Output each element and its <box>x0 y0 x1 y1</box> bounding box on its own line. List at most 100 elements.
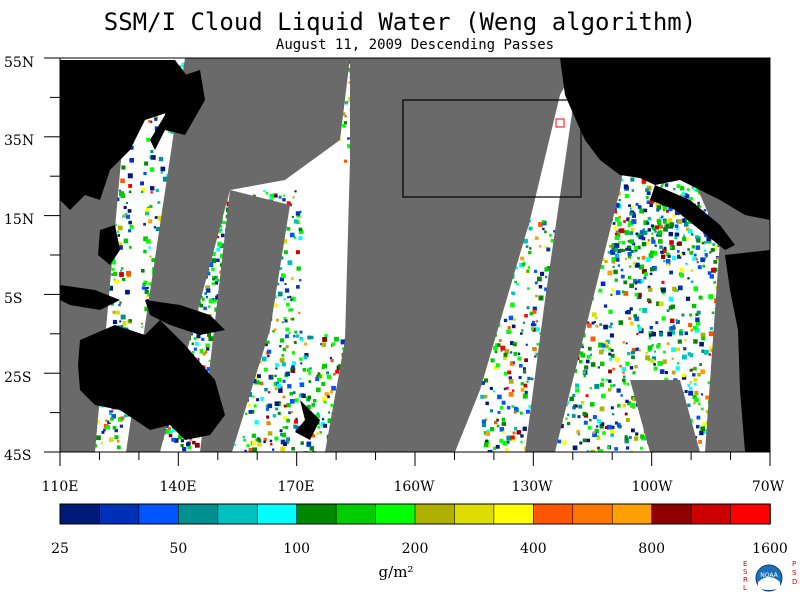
cloud-pixel <box>637 205 642 209</box>
cloud-pixel <box>118 225 123 231</box>
cloud-pixel <box>296 266 301 271</box>
cloud-pixel <box>304 342 308 346</box>
cloud-pixel <box>506 435 512 441</box>
cloud-pixel <box>143 236 148 242</box>
cloud-pixel <box>281 321 284 324</box>
cloud-pixel <box>590 402 595 407</box>
cloud-pixel <box>522 321 526 324</box>
cloud-pixel <box>322 337 328 342</box>
cloud-pixel <box>622 378 626 383</box>
cloud-pixel <box>511 389 515 392</box>
cloud-pixel <box>308 380 312 383</box>
cloud-pixel <box>592 431 596 434</box>
cloud-pixel <box>321 342 326 347</box>
cloud-pixel <box>645 351 648 355</box>
cloud-pixel <box>608 325 612 329</box>
cloud-pixel <box>279 267 283 270</box>
colorbar-frame <box>59 503 771 525</box>
cloud-pixel <box>526 306 530 310</box>
cloud-pixel <box>708 294 714 299</box>
cloud-pixel <box>691 186 694 189</box>
cloud-pixel <box>150 186 155 191</box>
cloud-pixel <box>593 320 596 324</box>
cloud-pixel <box>208 305 211 308</box>
cloud-pixel <box>257 442 262 447</box>
cloud-pixel <box>610 244 613 247</box>
cloud-pixel <box>553 230 556 233</box>
cloud-pixel <box>544 275 548 279</box>
cloud-pixel <box>538 245 542 248</box>
cloud-pixel <box>692 395 697 400</box>
cloud-pixel <box>600 422 605 426</box>
cloud-pixel <box>182 447 187 452</box>
cloud-pixel <box>530 323 535 327</box>
cloud-pixel <box>216 258 220 263</box>
cloud-pixel <box>597 446 600 450</box>
cloud-pixel <box>676 227 679 231</box>
colorbar-label: 50 <box>169 541 188 557</box>
cloud-pixel <box>585 359 590 364</box>
cloud-pixel <box>676 347 680 352</box>
cloud-pixel <box>324 392 329 397</box>
cloud-pixel <box>617 264 621 267</box>
cloud-pixel <box>495 343 499 347</box>
cloud-pixel <box>628 436 632 439</box>
cloud-pixel <box>638 295 642 299</box>
cloud-pixel <box>320 343 323 346</box>
cloud-pixel <box>127 209 132 213</box>
cloud-pixel <box>108 285 113 291</box>
cloud-pixel <box>214 281 219 285</box>
cloud-pixel <box>312 399 317 403</box>
cloud-pixel <box>616 388 621 393</box>
cloud-pixel <box>146 239 151 244</box>
cloud-pixel <box>626 217 630 221</box>
cloud-pixel <box>151 258 156 262</box>
cloud-pixel <box>705 395 710 400</box>
cloud-pixel <box>643 220 649 225</box>
cloud-pixel <box>609 244 612 248</box>
cloud-pixel <box>207 332 212 337</box>
cloud-pixel <box>160 166 166 172</box>
cloud-pixel <box>681 375 687 380</box>
cloud-pixel <box>301 393 306 398</box>
cloud-pixel <box>669 222 675 228</box>
cloud-pixel <box>317 374 322 379</box>
cloud-pixel <box>689 251 693 255</box>
cloud-pixel <box>148 246 151 249</box>
colorbar-label: 1600 <box>752 541 788 557</box>
cloud-pixel <box>517 356 522 361</box>
cloud-pixel <box>538 295 544 301</box>
cloud-pixel <box>291 296 296 302</box>
cloud-pixel <box>493 365 499 370</box>
cloud-pixel <box>485 431 491 436</box>
cloud-pixel <box>658 332 664 337</box>
cloud-pixel <box>532 327 537 332</box>
cloud-pixel <box>674 210 680 216</box>
cloud-pixel <box>692 256 697 261</box>
cloud-pixel <box>153 226 156 229</box>
cloud-pixel <box>299 382 305 387</box>
cloud-pixel <box>145 208 150 213</box>
cloud-pixel <box>610 353 615 358</box>
cloud-pixel <box>625 361 630 366</box>
cloud-pixel <box>126 270 131 276</box>
cloud-pixel <box>580 400 585 405</box>
cloud-pixel <box>610 322 613 325</box>
cloud-pixel <box>634 281 638 285</box>
cloud-pixel <box>663 226 668 232</box>
cloud-pixel <box>669 245 675 250</box>
cloud-pixel <box>266 340 270 344</box>
cloud-pixel <box>268 391 271 394</box>
cloud-pixel <box>598 349 604 355</box>
cloud-pixel <box>317 372 321 376</box>
cloud-pixel <box>501 417 505 422</box>
cloud-pixel <box>651 237 654 240</box>
cloud-pixel <box>524 390 528 394</box>
cloud-pixel <box>199 303 204 308</box>
cloud-pixel <box>699 205 702 208</box>
cloud-pixel <box>121 165 126 170</box>
cloud-pixel <box>575 383 580 388</box>
cloud-pixel <box>667 254 671 258</box>
cloud-pixel <box>190 333 193 336</box>
